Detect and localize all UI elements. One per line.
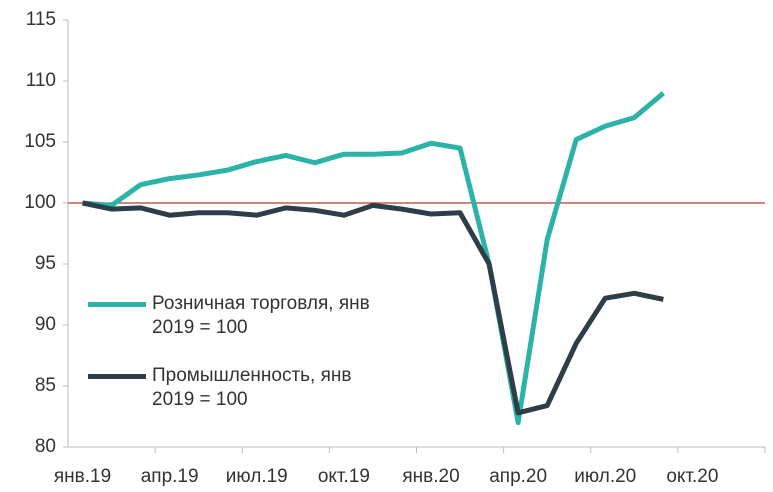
y-tick-label: 100 <box>24 192 56 213</box>
legend-label: Промышленность, янв 2019 = 100 <box>152 365 352 410</box>
legend-label: Розничная торговля, янв 2019 = 100 <box>152 293 370 338</box>
x-tick-label: апр.20 <box>489 466 547 487</box>
y-tick-label: 115 <box>26 9 56 30</box>
x-tick-label: июл.20 <box>574 466 636 487</box>
y-tick-label: 110 <box>26 70 56 91</box>
series-line <box>82 91 665 426</box>
y-tick-label: 95 <box>35 253 56 274</box>
y-tick-label: 80 <box>35 436 56 457</box>
x-tick-label: янв.19 <box>54 466 111 487</box>
legend-item: Промышленность, янв 2019 = 100 <box>88 364 392 412</box>
x-tick-label: июл.19 <box>226 466 288 487</box>
y-tick-label: 105 <box>24 131 56 152</box>
legend-swatch <box>88 302 146 307</box>
legend-item: Розничная торговля, янв 2019 = 100 <box>88 292 392 340</box>
legend-swatch <box>88 374 146 379</box>
x-tick-label: апр.19 <box>141 466 199 487</box>
x-tick-label: окт.19 <box>318 466 370 487</box>
y-tick-label: 90 <box>35 314 56 335</box>
y-tick-label: 85 <box>35 375 56 396</box>
x-tick-label: окт.20 <box>666 466 718 487</box>
x-tick-label: янв.20 <box>402 466 459 487</box>
series-line <box>82 200 664 416</box>
